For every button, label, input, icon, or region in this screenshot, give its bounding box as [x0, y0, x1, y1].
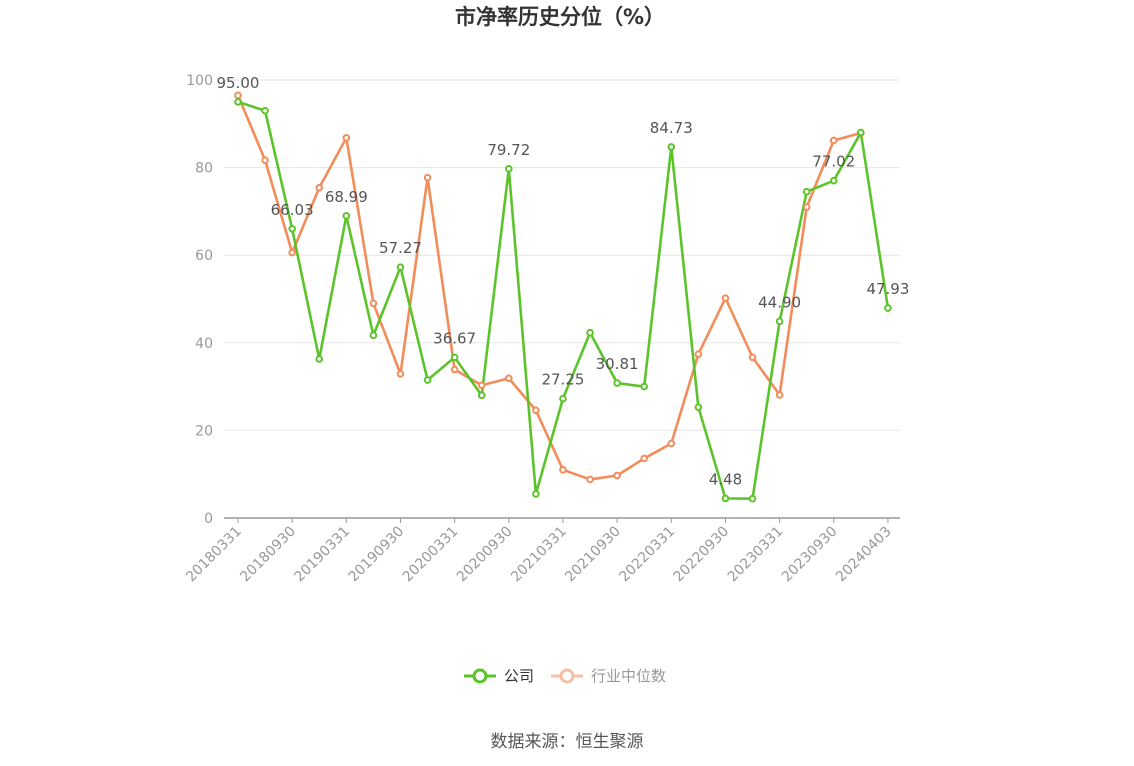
x-tick-label: 20190331 — [291, 524, 353, 586]
data-label: 66.03 — [271, 201, 314, 219]
data-point-industry — [532, 406, 540, 415]
data-point-company — [342, 212, 351, 220]
data-label: 77.02 — [812, 153, 855, 171]
y-tick-label: 80 — [195, 161, 213, 177]
x-tick-label: 20190930 — [346, 524, 408, 586]
data-point-industry — [315, 183, 324, 192]
data-point-company — [423, 376, 432, 384]
data-label: 95.00 — [217, 74, 260, 92]
data-point-industry — [396, 370, 405, 378]
data-point-industry — [559, 466, 567, 474]
legend-marker-company — [472, 668, 488, 684]
legend-marker-industry — [559, 668, 575, 684]
y-tick-label: 0 — [204, 511, 213, 527]
data-point-company — [857, 128, 865, 137]
data-point-company — [748, 494, 757, 503]
series-points — [234, 91, 892, 503]
data-point-company — [884, 304, 892, 312]
legend-label-industry: 行业中位数 — [591, 667, 666, 685]
data-point-industry — [423, 173, 432, 182]
data-label: 47.93 — [866, 280, 909, 298]
data-point-company — [505, 165, 513, 173]
data-point-company — [261, 106, 269, 115]
data-point-company — [559, 394, 567, 403]
data-label: 4.48 — [709, 470, 742, 488]
legend-item-company[interactable]: 公司 — [464, 667, 534, 685]
data-label: 84.73 — [650, 119, 693, 137]
data-point-industry — [640, 454, 649, 463]
x-tick-label: 20180331 — [183, 524, 245, 586]
data-point-company — [586, 328, 594, 337]
y-tick-label: 40 — [195, 336, 213, 352]
x-tick-label: 20180930 — [237, 524, 299, 586]
data-point-industry — [586, 475, 594, 484]
x-tick-label: 20210930 — [562, 524, 624, 586]
y-axis: 0 20 40 60 80 100 — [186, 73, 213, 527]
data-point-industry — [450, 365, 459, 374]
data-point-industry — [261, 156, 269, 164]
x-tick-label: 20240403 — [833, 524, 895, 586]
x-tick-label: 20220930 — [671, 524, 733, 586]
data-point-company — [613, 379, 621, 387]
data-point-industry — [721, 294, 730, 302]
data-point-industry — [342, 134, 351, 142]
data-label: 68.99 — [325, 188, 368, 206]
data-point-industry — [802, 203, 811, 211]
legend-item-industry[interactable]: 行业中位数 — [551, 667, 666, 685]
x-tick-label: 20220331 — [616, 524, 678, 586]
data-point-industry — [505, 374, 513, 383]
data-point-company — [802, 187, 811, 196]
data-point-company — [369, 331, 378, 340]
y-tick-label: 100 — [186, 73, 213, 89]
data-point-industry — [694, 350, 703, 358]
data-point-company — [829, 176, 838, 185]
data-label: 30.81 — [596, 355, 639, 373]
data-point-company — [477, 391, 486, 400]
data-label: 44.90 — [758, 293, 801, 311]
data-point-industry — [234, 91, 242, 100]
data-label: 36.67 — [433, 329, 476, 347]
x-tick-label: 20200331 — [400, 524, 462, 586]
y-tick-label: 20 — [195, 423, 213, 439]
data-point-industry — [775, 391, 784, 399]
data-point-company — [450, 353, 459, 362]
x-tick-label: 20210331 — [508, 524, 570, 586]
data-point-company — [288, 224, 296, 233]
legend[interactable]: 公司 行业中位数 — [464, 667, 666, 685]
data-point-industry — [613, 471, 621, 480]
data-labels: 95.00 66.03 68.99 57.27 36.67 79.72 27.25 30.81… — [217, 74, 910, 488]
data-point-company — [775, 317, 784, 326]
x-tick-label: 20200930 — [454, 524, 516, 586]
x-axis: 2018033120180930201903312019093020200331… — [183, 517, 900, 586]
series-line-industry — [236, 94, 862, 481]
data-point-company — [667, 143, 676, 151]
x-tick-label: 20230331 — [725, 524, 787, 586]
chart-title: 市净率历史分位（%） — [455, 5, 665, 29]
data-point-company — [721, 494, 730, 503]
data-label: 57.27 — [379, 239, 422, 257]
data-point-industry — [369, 299, 378, 308]
data-point-company — [694, 403, 703, 411]
data-point-industry — [288, 248, 296, 257]
data-point-company — [532, 490, 540, 498]
data-point-industry — [477, 381, 486, 390]
x-tick-label: 20230930 — [779, 524, 841, 586]
data-point-company — [315, 355, 324, 363]
data-point-industry — [829, 136, 838, 145]
y-tick-label: 60 — [195, 248, 213, 264]
data-point-industry — [667, 439, 676, 448]
data-point-company — [396, 263, 405, 271]
data-point-company — [234, 98, 242, 106]
source-text: 数据来源：恒生聚源 — [491, 732, 644, 752]
data-point-industry — [748, 353, 757, 362]
data-point-company — [640, 382, 649, 391]
data-label: 79.72 — [487, 141, 530, 159]
legend-label-company: 公司 — [504, 667, 534, 685]
data-label: 27.25 — [541, 371, 584, 389]
